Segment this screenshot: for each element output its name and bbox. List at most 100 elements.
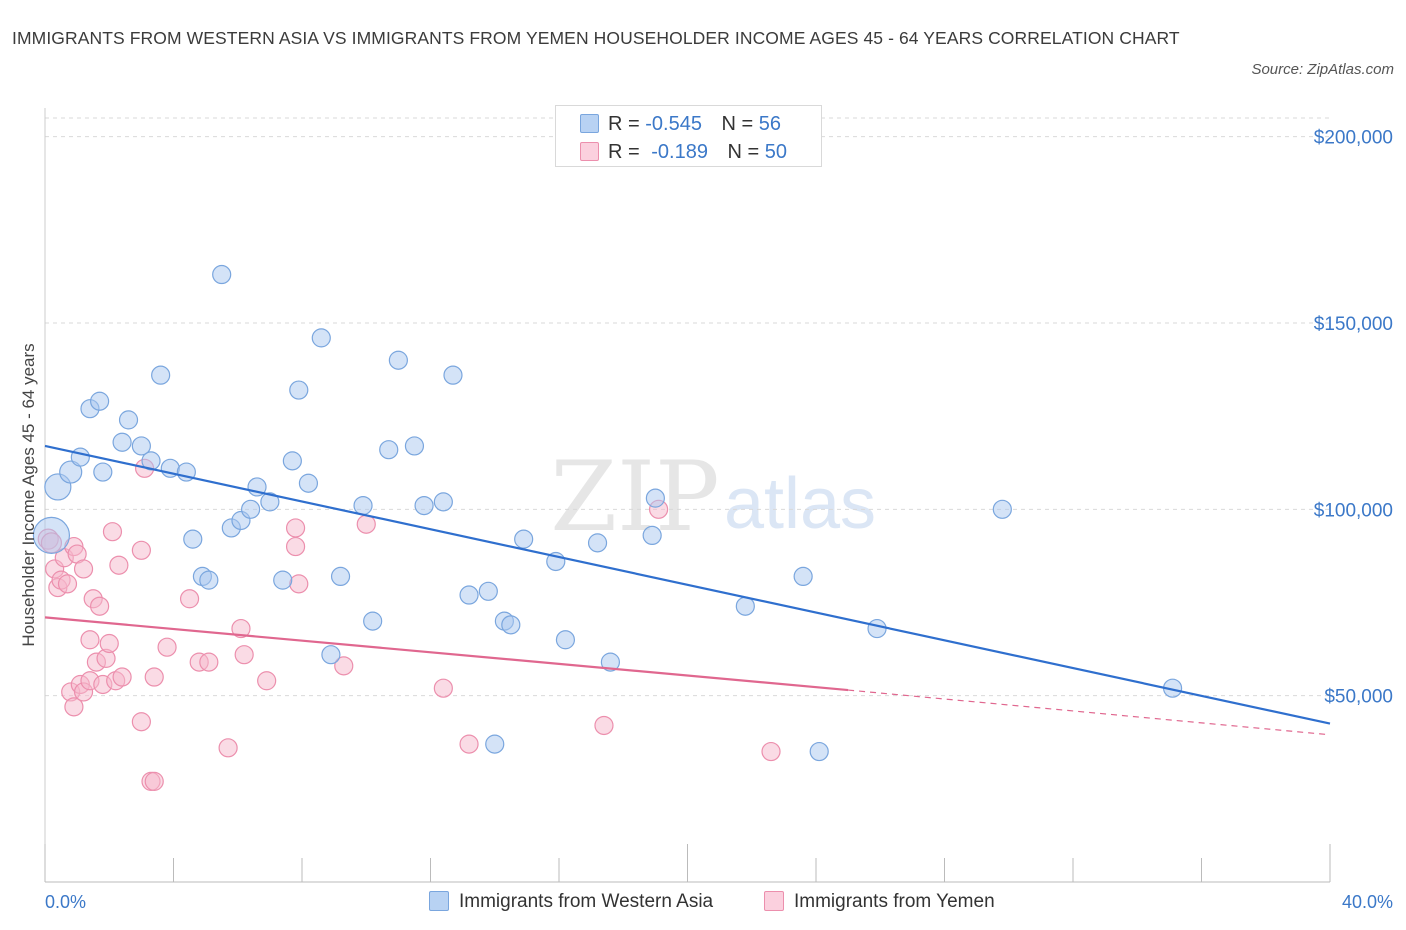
point-yemen bbox=[356, 514, 376, 534]
data-points bbox=[32, 264, 1183, 791]
point-yemen bbox=[144, 667, 164, 687]
point-western-asia bbox=[793, 566, 813, 587]
point-yemen bbox=[131, 540, 151, 560]
point-western-asia bbox=[289, 380, 309, 400]
point-yemen bbox=[594, 715, 614, 736]
correlation-legend: R = -0.545 N = 56 R = -0.189 N = 50 bbox=[555, 105, 822, 167]
series-legend-item-yemen[interactable]: Immigrants from Yemen bbox=[764, 889, 995, 915]
legend-r-label: R = bbox=[608, 113, 640, 135]
legend-n-value-western-asia: 56 bbox=[758, 113, 782, 135]
point-western-asia bbox=[404, 436, 425, 456]
x-tick-label-min: 0.0% bbox=[45, 892, 86, 912]
x-tick-labels: 0.0% 40.0% bbox=[45, 892, 1393, 912]
point-yemen bbox=[289, 574, 309, 594]
point-western-asia bbox=[809, 741, 829, 762]
point-yemen bbox=[144, 771, 164, 791]
point-yemen bbox=[57, 574, 78, 594]
point-western-asia bbox=[867, 618, 887, 639]
legend-row-yemen: R = -0.189 N = 50 bbox=[580, 140, 787, 164]
point-western-asia bbox=[241, 499, 261, 519]
point-western-asia bbox=[478, 581, 498, 601]
y-tick-label: $100,000 bbox=[1314, 500, 1393, 521]
series-swatch-blue bbox=[429, 891, 449, 911]
point-yemen bbox=[218, 738, 238, 758]
point-western-asia bbox=[514, 529, 534, 549]
point-western-asia bbox=[363, 611, 383, 631]
point-western-asia bbox=[298, 473, 319, 493]
point-western-asia bbox=[735, 596, 755, 616]
legend-swatch-pink bbox=[580, 142, 599, 161]
series-swatch-pink bbox=[764, 891, 784, 911]
point-yemen bbox=[102, 522, 123, 542]
point-western-asia bbox=[330, 566, 351, 587]
y-tick-labels: $50,000 $100,000 $150,000 $200,000 bbox=[1314, 128, 1393, 708]
legend-swatch-blue bbox=[580, 114, 599, 133]
point-yemen bbox=[109, 555, 129, 575]
source-credit: Source: ZipAtlas.com bbox=[1251, 61, 1394, 78]
point-western-asia bbox=[501, 615, 521, 635]
point-western-asia bbox=[642, 525, 662, 546]
trend-line-western-asia bbox=[44, 444, 1331, 725]
point-western-asia bbox=[443, 365, 463, 385]
point-western-asia bbox=[485, 734, 505, 754]
legend-n-label: N = bbox=[727, 141, 760, 163]
legend-r-value-yemen: -0.189 bbox=[651, 141, 708, 163]
watermark-atlas: atlas bbox=[724, 464, 876, 544]
legend-n-value-yemen: 50 bbox=[764, 141, 788, 163]
x-tick-label-max: 40.0% bbox=[1342, 892, 1393, 912]
point-western-asia bbox=[118, 410, 139, 430]
point-yemen bbox=[131, 712, 151, 732]
point-western-asia bbox=[414, 495, 434, 516]
point-western-asia bbox=[212, 264, 232, 285]
point-yemen bbox=[234, 645, 254, 665]
point-western-asia bbox=[600, 652, 621, 672]
point-western-asia bbox=[131, 436, 151, 456]
point-western-asia bbox=[459, 585, 479, 605]
grid-lines bbox=[45, 117, 1330, 697]
point-yemen bbox=[179, 589, 200, 609]
point-yemen bbox=[285, 536, 306, 557]
series-legend-label: Immigrants from Western Asia bbox=[459, 891, 714, 912]
chart-title: IMMIGRANTS FROM WESTERN ASIA VS IMMIGRAN… bbox=[12, 28, 1180, 48]
legend-row-western-asia: R = -0.545 N = 56 bbox=[580, 112, 781, 136]
series-legend-label: Immigrants from Yemen bbox=[794, 891, 995, 912]
point-western-asia bbox=[273, 570, 293, 590]
point-yemen bbox=[231, 618, 251, 639]
point-western-asia bbox=[321, 645, 341, 665]
trend-line-yemen-extension bbox=[848, 689, 1331, 736]
point-yemen bbox=[73, 559, 94, 579]
legend-r-value-western-asia: -0.545 bbox=[645, 113, 702, 135]
point-yemen bbox=[257, 671, 277, 691]
point-western-asia bbox=[645, 488, 665, 508]
point-yemen bbox=[433, 678, 453, 698]
point-western-asia bbox=[353, 495, 373, 516]
point-western-asia bbox=[151, 365, 171, 385]
point-yemen bbox=[199, 652, 219, 672]
point-western-asia bbox=[992, 499, 1012, 519]
point-yemen bbox=[80, 630, 100, 650]
point-yemen bbox=[761, 741, 781, 762]
y-axis-title: Householder Income Ages 45 - 64 years bbox=[19, 343, 38, 647]
trend-line-yemen bbox=[44, 616, 849, 692]
y-tick-label: $150,000 bbox=[1314, 314, 1393, 335]
point-western-asia bbox=[311, 328, 331, 348]
y-tick-label: $200,000 bbox=[1314, 128, 1393, 149]
point-yemen bbox=[99, 633, 119, 654]
point-yemen bbox=[90, 596, 110, 616]
point-yemen bbox=[112, 667, 132, 687]
point-yemen bbox=[334, 656, 354, 676]
legend-r-label: R = bbox=[608, 141, 640, 163]
point-yemen bbox=[459, 734, 479, 754]
point-western-asia bbox=[112, 432, 132, 452]
point-western-asia bbox=[379, 440, 399, 460]
point-western-asia bbox=[183, 529, 203, 549]
point-western-asia bbox=[282, 451, 302, 471]
point-western-asia bbox=[587, 533, 608, 553]
watermark-zip: ZIP bbox=[550, 441, 719, 553]
series-legend-item-western-asia[interactable]: Immigrants from Western Asia bbox=[429, 889, 713, 915]
point-western-asia bbox=[555, 630, 576, 650]
point-western-asia bbox=[93, 462, 113, 482]
point-western-asia bbox=[70, 447, 90, 467]
point-yemen bbox=[64, 697, 84, 717]
